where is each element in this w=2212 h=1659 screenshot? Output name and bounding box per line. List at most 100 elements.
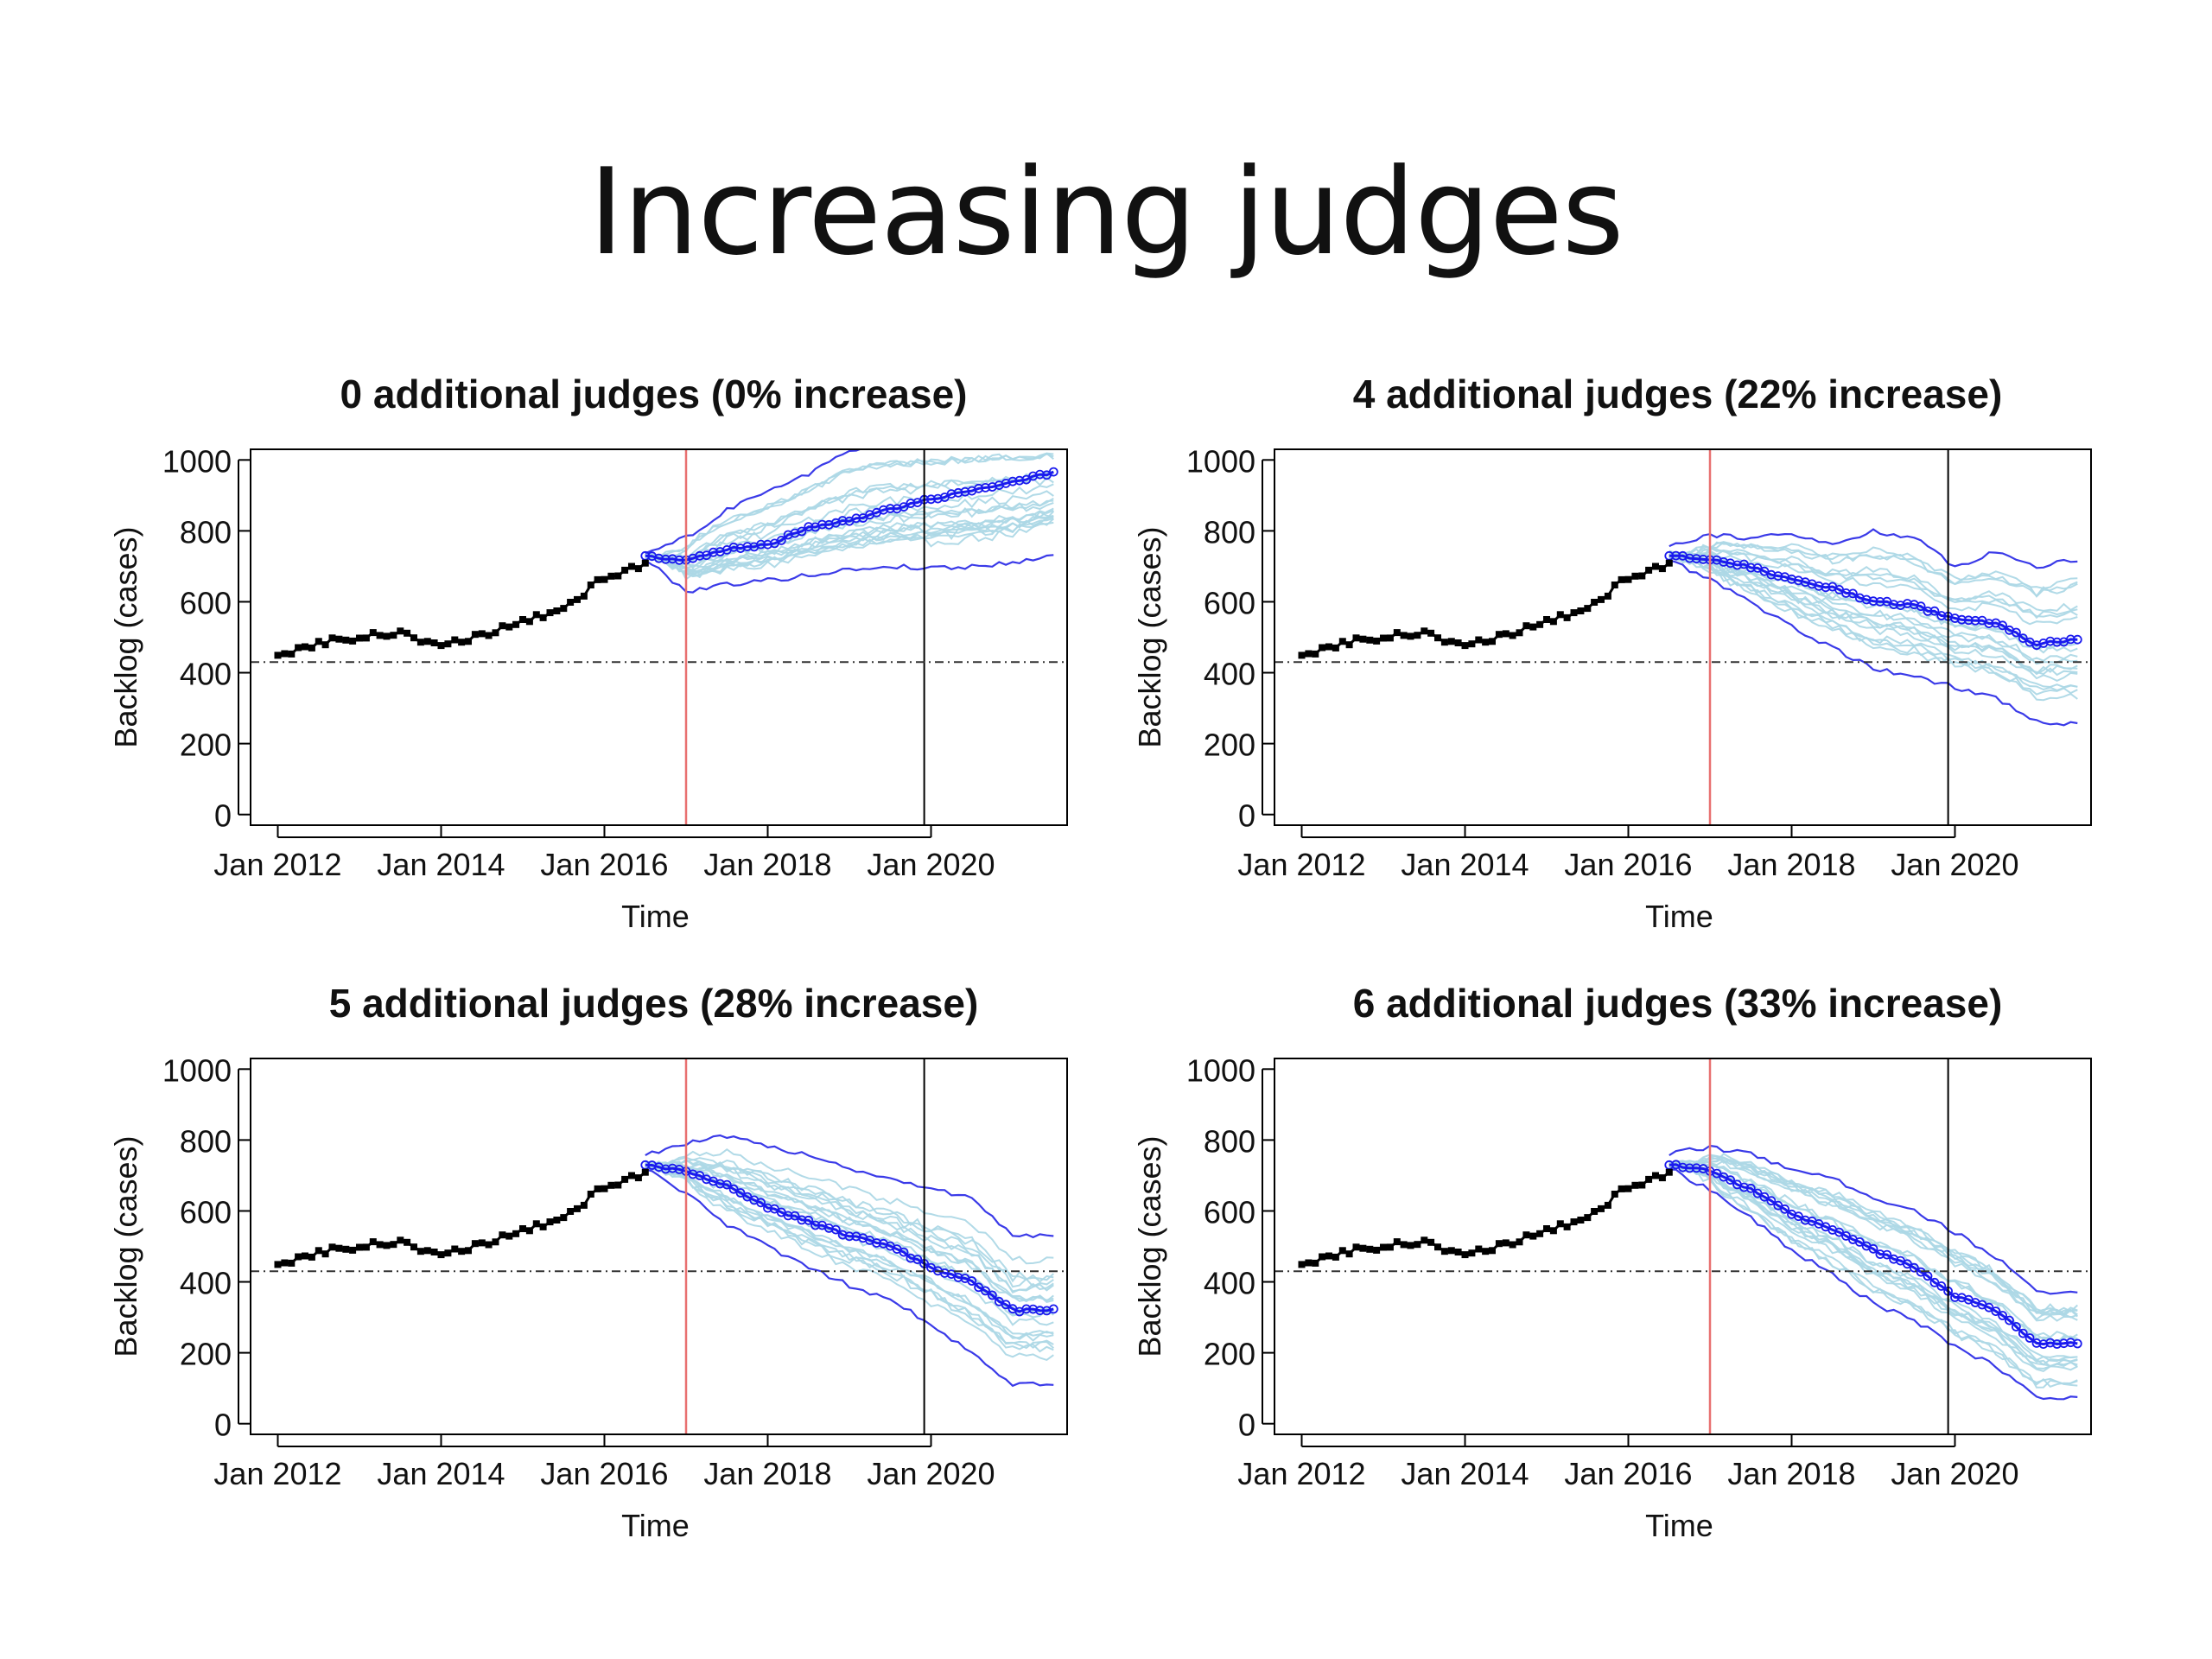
median-point	[912, 1255, 923, 1264]
history-point	[404, 1238, 411, 1246]
simulation-path	[645, 490, 1054, 566]
history-point	[1366, 636, 1374, 644]
history-point	[634, 1174, 642, 1182]
history-point	[1421, 1236, 1428, 1244]
median-point	[756, 1198, 766, 1208]
history-point	[574, 1205, 581, 1212]
y-tick-label: 1000	[162, 1052, 232, 1088]
simulation-path	[1669, 546, 2078, 612]
history-point	[404, 629, 411, 637]
simulation-path	[1669, 1154, 2078, 1318]
history-point	[1631, 572, 1639, 580]
median-point	[1936, 1281, 1947, 1291]
median-point	[783, 1211, 793, 1221]
median-point	[661, 554, 671, 564]
median-point	[1035, 1306, 1045, 1316]
median-point	[2031, 1338, 2042, 1348]
history-point	[444, 640, 452, 648]
simulation-path	[1669, 1154, 2078, 1315]
history-point	[1366, 1245, 1374, 1253]
simulation-path	[645, 1156, 1054, 1283]
chart-panel: 4 additional judges (22% increase) 0 200 40…	[1132, 372, 2092, 934]
history-point	[390, 1241, 397, 1249]
lower-band-line	[645, 1168, 1054, 1388]
median-point	[667, 1163, 677, 1173]
history-point	[1495, 631, 1503, 639]
history-point	[1577, 607, 1585, 614]
median-point	[1800, 1215, 1810, 1225]
median-point	[1868, 1243, 1878, 1254]
history-point	[1338, 638, 1346, 645]
history-point	[587, 1191, 594, 1198]
x-tick-label: Jan 2012	[213, 847, 341, 882]
history-point	[1298, 652, 1306, 659]
history-point	[1536, 1230, 1544, 1237]
median-point	[1678, 1162, 1688, 1173]
x-axis-label: Time	[621, 1508, 690, 1543]
history-point	[1332, 1253, 1339, 1261]
history-point	[1414, 1241, 1421, 1249]
y-tick-label: 400	[180, 657, 232, 692]
history-point	[362, 634, 370, 642]
simulation-path	[645, 1164, 1054, 1326]
simulation-path	[1669, 555, 2078, 691]
median-point	[2011, 1322, 2021, 1332]
history-point	[321, 641, 329, 649]
history-point	[1386, 1243, 1394, 1251]
median-point	[2059, 1338, 2069, 1349]
median-point	[1780, 1204, 1790, 1214]
history-point	[390, 632, 397, 639]
x-tick-label: Jan 2018	[703, 1456, 831, 1491]
median-point	[763, 539, 772, 550]
history-point	[1584, 1214, 1592, 1222]
history-point	[1359, 635, 1367, 643]
median-point	[1841, 588, 1851, 598]
y-tick-label: 600	[180, 1194, 232, 1230]
y-tick-label: 1000	[1186, 1052, 1255, 1088]
simulation-path	[645, 517, 1054, 579]
history-point	[1591, 599, 1599, 606]
median-point	[1923, 607, 1933, 616]
plot-frame	[250, 448, 1068, 826]
median-point	[1766, 1196, 1777, 1206]
median-point	[2065, 1338, 2075, 1348]
history-point	[369, 629, 377, 637]
history-point	[471, 631, 479, 639]
history-point	[274, 1261, 282, 1268]
chart-panel: 0 additional judges (0% increase) 0 200 400…	[108, 372, 1068, 934]
simulation-path	[645, 509, 1054, 572]
median-point	[1902, 599, 1912, 608]
upper-band-line	[645, 449, 863, 555]
history-point	[308, 644, 315, 652]
median-point	[1691, 554, 1701, 563]
median-point	[926, 494, 936, 505]
median-point	[763, 1203, 772, 1213]
history-point	[485, 1241, 493, 1249]
x-tick-label: Jan 2012	[1237, 1456, 1365, 1491]
median-point	[1793, 1211, 1803, 1222]
history-point	[628, 563, 635, 570]
history-point	[478, 630, 486, 638]
history-point	[288, 1259, 296, 1267]
history-point	[539, 1223, 547, 1230]
history-point	[1645, 1175, 1653, 1183]
history-point	[356, 1243, 363, 1251]
y-tick-label: 800	[1204, 1123, 1255, 1159]
history-point	[315, 1247, 322, 1255]
median-point	[2024, 1333, 2035, 1343]
history-point	[1624, 575, 1632, 583]
history-point	[1319, 644, 1326, 652]
history-point	[1447, 1247, 1455, 1255]
history-point	[1345, 641, 1353, 649]
history-point	[1516, 1238, 1523, 1246]
history-point	[1454, 639, 1462, 646]
history-point	[1461, 1251, 1469, 1259]
history-point	[628, 1172, 635, 1179]
median-point	[804, 1215, 814, 1225]
x-tick-label: Jan 2020	[1891, 1456, 2018, 1491]
y-tick-label: 1000	[162, 443, 232, 479]
history-point	[1345, 1250, 1353, 1258]
history-point	[1502, 1239, 1510, 1247]
median-point	[1998, 620, 2008, 631]
median-line	[645, 470, 1054, 562]
